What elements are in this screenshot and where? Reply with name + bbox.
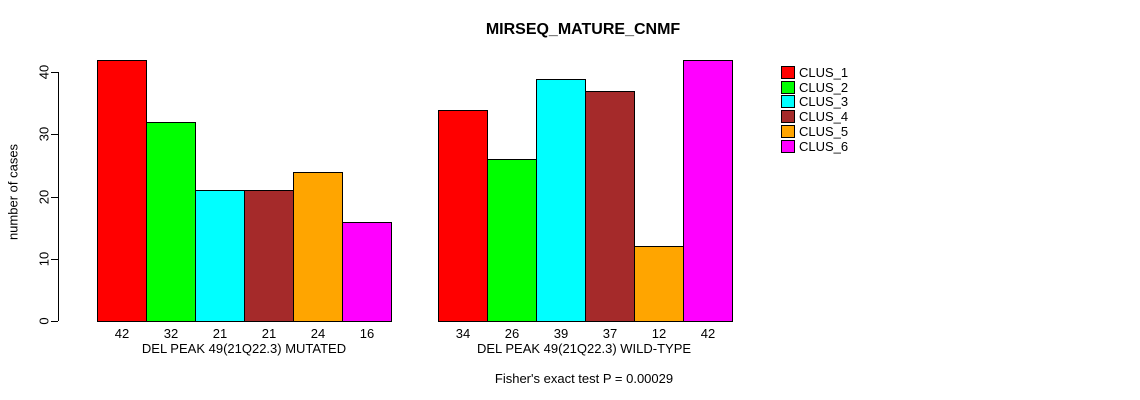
bar-value-label-group1-clus_3: 39 [553,326,569,341]
bar-clus_2-group0 [146,122,196,322]
y-tick-label-30: 30 [36,126,52,142]
y-tick-label-20: 20 [36,189,52,205]
y-tick-20 [51,197,58,198]
bar-value-label-group0-clus_4: 21 [261,326,277,341]
legend-swatch-clus_5 [781,125,795,138]
legend-item-clus_6: CLUS_6 [781,140,848,153]
bar-clus_3-group0 [195,190,245,322]
bar-value-label-group1-clus_6: 42 [700,326,716,341]
legend-swatch-clus_2 [781,81,795,94]
y-tick-0 [51,321,58,322]
legend-item-clus_5: CLUS_5 [781,125,848,138]
legend-swatch-clus_6 [781,140,795,153]
y-tick-label-10: 10 [36,251,52,267]
legend-label-clus_4: CLUS_4 [799,109,849,124]
legend-swatch-clus_3 [781,95,795,108]
bar-clus_4-group1 [585,91,635,322]
group-label-wild-type: DEL PEAK 49(21Q22.3) WILD-TYPE [476,341,692,356]
bar-value-label-group0-clus_6: 16 [359,326,375,341]
fisher-test-annotation: Fisher's exact test P = 0.00029 [494,371,674,386]
bar-value-label-group0-clus_1: 42 [114,326,130,341]
y-axis-label: number of cases [5,143,21,241]
bar-clus_2-group1 [487,159,537,322]
bar-clus_5-group1 [634,246,684,322]
chart-title: MIRSEQ_MATURE_CNMF [485,21,681,38]
bar-value-label-group0-clus_2: 32 [163,326,179,341]
bar-value-label-group1-clus_5: 12 [651,326,667,341]
y-tick-label-40: 40 [36,64,52,80]
legend-swatch-clus_4 [781,110,795,123]
bar-clus_3-group1 [536,79,586,322]
bar-clus_6-group1 [683,60,733,322]
y-tick-10 [51,259,58,260]
bar-clus_5-group0 [293,172,343,322]
bar-clus_4-group0 [244,190,294,322]
legend-item-clus_4: CLUS_4 [781,110,848,123]
bar-value-label-group1-clus_1: 34 [455,326,471,341]
y-tick-30 [51,134,58,135]
legend-label-clus_5: CLUS_5 [799,124,849,139]
bar-clus_1-group0 [97,60,147,322]
legend-label-clus_1: CLUS_1 [799,65,849,80]
bar-value-label-group1-clus_2: 26 [504,326,520,341]
legend-item-clus_2: CLUS_2 [781,81,848,94]
legend-swatch-clus_1 [781,66,795,79]
legend-item-clus_3: CLUS_3 [781,95,848,108]
legend-item-clus_1: CLUS_1 [781,66,848,79]
bar-value-label-group0-clus_3: 21 [212,326,228,341]
y-tick-40 [51,72,58,73]
bar-clus_6-group0 [342,222,392,322]
bar-value-label-group1-clus_4: 37 [602,326,618,341]
group-label-mutated: DEL PEAK 49(21Q22.3) MUTATED [141,341,347,356]
bar-clus_1-group1 [438,110,488,322]
legend-label-clus_6: CLUS_6 [799,139,849,154]
y-axis-line [58,72,59,321]
bar-value-label-group0-clus_5: 24 [310,326,326,341]
y-tick-label-0: 0 [36,317,52,325]
legend-label-clus_2: CLUS_2 [799,80,849,95]
legend-label-clus_3: CLUS_3 [799,94,849,109]
